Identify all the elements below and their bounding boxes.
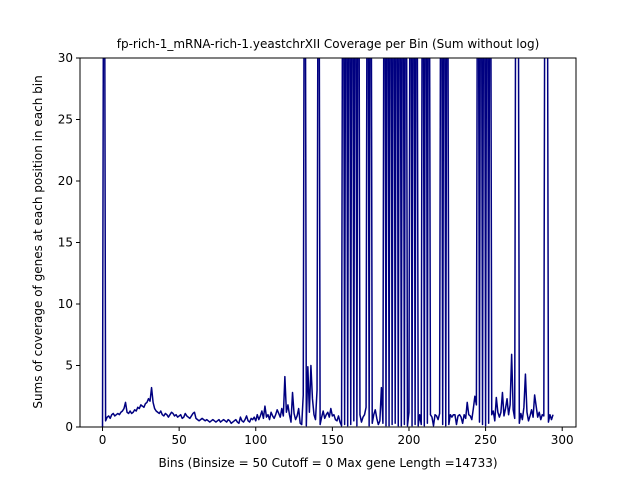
y-tick-label: 25 [58, 113, 73, 127]
y-tick-label: 20 [58, 174, 73, 188]
x-tick-label: 200 [398, 433, 421, 447]
x-tick-label: 0 [99, 433, 107, 447]
x-tick-label: 100 [244, 433, 267, 447]
x-axis-label: Bins (Binsize = 50 Cutoff = 0 Max gene L… [158, 456, 497, 470]
x-tick-label: 300 [551, 433, 574, 447]
y-tick-label: 0 [65, 420, 73, 434]
y-tick-label: 5 [65, 359, 73, 373]
y-tick-label: 15 [58, 236, 73, 250]
plot-area [101, 58, 554, 427]
chart-title: fp-rich-1_mRNA-rich-1.yeastchrXII Covera… [117, 37, 540, 51]
x-tick-label: 50 [171, 433, 186, 447]
y-tick-label: 30 [58, 51, 73, 65]
x-tick-label: 150 [321, 433, 344, 447]
y-tick-label: 10 [58, 297, 73, 311]
y-axis-label: Sums of coverage of genes at each positi… [31, 75, 45, 408]
data-line [101, 58, 554, 427]
x-tick-label: 250 [474, 433, 497, 447]
